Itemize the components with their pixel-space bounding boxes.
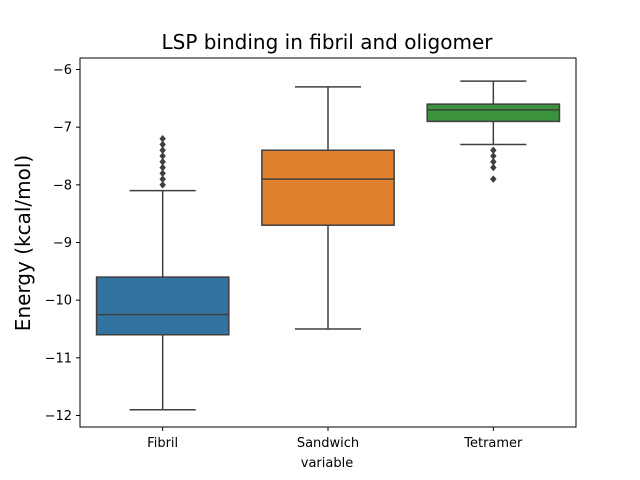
- box-sandwich: [261, 86, 395, 330]
- outlier-point: [159, 157, 166, 166]
- x-tick-label: Sandwich: [297, 436, 359, 451]
- chart-title: LSP binding in fibril and oligomer: [161, 30, 493, 54]
- y-tick-label: −8: [53, 178, 72, 193]
- x-tick-label: Fibril: [147, 436, 178, 451]
- x-axis-label: variable: [301, 456, 353, 471]
- outlier-point: [159, 146, 166, 155]
- outlier-point: [159, 134, 166, 143]
- iqr-box: [95, 276, 230, 336]
- outlier-point: [159, 140, 166, 149]
- plot-area: [95, 80, 561, 411]
- y-tick-label: −9: [53, 236, 72, 251]
- y-tick-label: −6: [53, 63, 72, 78]
- y-tick-label: −12: [45, 409, 72, 424]
- outlier-point: [159, 169, 166, 178]
- outlier-point: [490, 175, 497, 183]
- outlier-point: [159, 180, 166, 189]
- y-tick-label: −10: [45, 294, 72, 309]
- outlier-point: [159, 152, 166, 160]
- iqr-box: [261, 149, 395, 226]
- y-tick-label: −7: [53, 121, 72, 136]
- box-tetramer: [426, 80, 561, 183]
- y-tick-label: −11: [45, 351, 72, 366]
- y-axis-label: Energy (kcal/mol): [11, 155, 35, 331]
- x-tick-label: Tetramer: [463, 436, 523, 451]
- box-fibril: [95, 134, 230, 411]
- outlier-point: [159, 163, 166, 172]
- axes: −12 −11 −10 −9 −8 −7 −6 Fibril Sandwich Tetramer: [45, 63, 523, 451]
- iqr-box: [426, 103, 561, 123]
- outlier-point: [159, 175, 166, 183]
- outlier-point: [490, 163, 497, 172]
